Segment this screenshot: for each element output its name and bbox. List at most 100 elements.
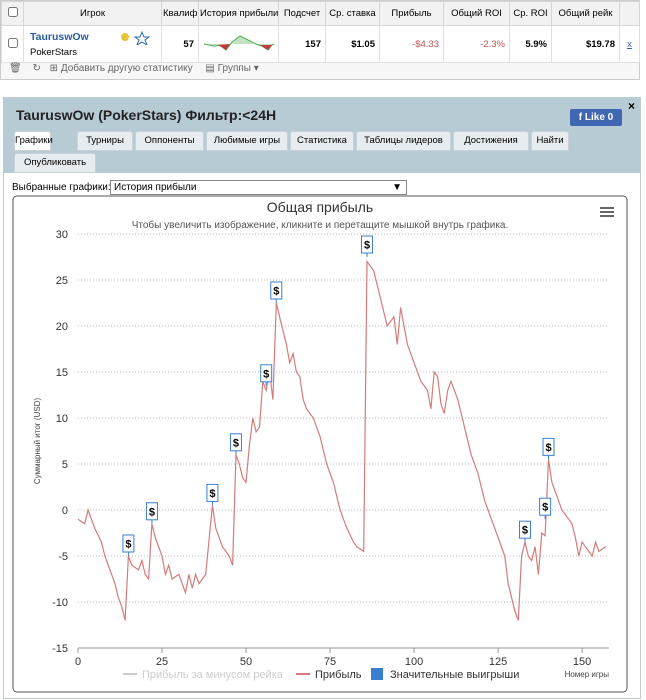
badges — [121, 31, 150, 45]
tab[interactable]: Оппоненты — [135, 131, 204, 151]
flag-box — [518, 520, 531, 539]
y-tick-label: -15 — [52, 643, 68, 655]
flag-box — [145, 502, 158, 521]
col-header[interactable]: Подсчет — [278, 1, 326, 26]
tab[interactable]: Достижения — [453, 131, 529, 151]
legend-item[interactable]: Прибыль за минусом рейка — [123, 669, 284, 681]
y-tick-label: 10 — [56, 413, 68, 425]
groups[interactable]: ▤ Группы ▾ — [205, 63, 259, 74]
x-tick-label: 50 — [240, 656, 252, 668]
tab[interactable]: Графики — [14, 131, 53, 151]
flag-label: $ — [233, 437, 239, 449]
col-header[interactable]: История прибыли — [198, 1, 279, 26]
flag-box — [206, 483, 219, 502]
flag: $ — [542, 437, 555, 460]
sparkline — [203, 34, 275, 51]
tab[interactable]: Турниры — [77, 131, 133, 151]
avg-roi: 5.9% — [509, 25, 552, 63]
flag-box — [270, 281, 283, 300]
chart-subtitle: Чтобы увеличить изображение, кликните и … — [132, 219, 509, 231]
tab[interactable]: Любимые игры — [206, 131, 288, 151]
flag: $ — [260, 364, 273, 386]
like-button[interactable]: f Like 0 — [570, 109, 622, 126]
like-count: 0 — [607, 112, 614, 123]
toolbar: 🗑 ↻ ⊞ Добавить другую статистику ▤ Групп… — [9, 63, 259, 74]
x-tick-label: 25 — [156, 656, 168, 668]
select-label: Выбранные графики: — [12, 182, 111, 193]
trash-icon[interactable]: 🗑 — [9, 63, 22, 74]
add-stat-text: Добавить другую статистику — [60, 63, 193, 74]
col-header[interactable]: Квалиф — [161, 1, 199, 26]
y-tick-label: 20 — [56, 321, 68, 333]
y-tick-label: 30 — [56, 229, 68, 241]
x-tick-label: 0 — [75, 656, 81, 668]
sparkline-cell — [198, 25, 279, 63]
legend-item[interactable]: Прибыль — [296, 669, 362, 681]
legend-label: Значительные выигрыши — [390, 669, 519, 681]
chart-title: Общая прибыль — [267, 199, 373, 215]
player-site: PokerStars — [30, 46, 77, 58]
y-tick-label: 5 — [62, 459, 68, 471]
tab[interactable]: Таблицы лидеров — [356, 131, 451, 151]
x-tick-label: 75 — [324, 656, 336, 668]
flag: $ — [270, 281, 283, 303]
x-tick-label: 100 — [405, 656, 423, 668]
flag-label: $ — [263, 368, 269, 380]
tab[interactable]: Статистика — [290, 131, 354, 151]
flag-box — [542, 437, 555, 456]
chart-frame — [12, 195, 628, 693]
x-tick-label: 150 — [573, 656, 591, 668]
col-header[interactable]: Ср. ROI — [509, 1, 552, 26]
flag: $ — [206, 483, 219, 506]
flag-label: $ — [542, 502, 548, 514]
flag: $ — [229, 433, 242, 455]
col-header[interactable]: Общий ROI — [443, 1, 510, 26]
select-all[interactable] — [1, 1, 24, 26]
y-tick-label: -10 — [52, 597, 68, 609]
remove-link[interactable]: x — [619, 25, 640, 63]
flag-box — [361, 235, 374, 254]
y-tick-label: 0 — [62, 505, 68, 517]
close[interactable]: × — [628, 99, 636, 113]
x-axis-label: Номер игры — [565, 670, 610, 679]
menu-icon[interactable] — [600, 207, 614, 217]
legend-symbol — [371, 668, 383, 680]
flag: $ — [518, 520, 531, 543]
stats-widget: Игрок Квалиф История прибыли Подсчет Ср.… — [0, 0, 640, 80]
col-header[interactable]: Игрок — [23, 1, 162, 26]
flag-label: $ — [149, 506, 155, 518]
flag: $ — [122, 534, 135, 556]
groups-text: Группы — [217, 63, 251, 74]
player-cell: TauruswOw PokerStars — [23, 25, 162, 63]
flag-box — [122, 534, 135, 553]
chart-select[interactable]: История прибыли ▼ — [110, 180, 407, 195]
col-header[interactable]: Прибыль — [379, 1, 444, 26]
player-name[interactable]: TauruswOw — [30, 30, 89, 43]
flag: $ — [361, 235, 374, 257]
col-header[interactable]: Ср. ставка — [325, 1, 380, 26]
flag: $ — [539, 497, 552, 520]
flag-label: $ — [545, 442, 551, 454]
refresh-icon[interactable]: ↻ — [32, 63, 41, 74]
y-tick-label: 15 — [56, 367, 68, 379]
x-tick-label: 125 — [489, 656, 507, 668]
flag-label: $ — [209, 488, 215, 500]
legend-label: Прибыль — [315, 669, 362, 681]
flag-label: $ — [273, 286, 279, 298]
tab[interactable]: Опубликовать — [14, 153, 96, 173]
flag-box — [229, 433, 242, 452]
avg-stake: $1.05 — [325, 25, 380, 63]
panel-title: TauruswOw (PokerStars) Фильтр:<24H — [16, 107, 277, 123]
flag-label: $ — [125, 539, 131, 551]
select-value: История прибыли — [114, 182, 197, 193]
add-stat[interactable]: ⊞ Добавить другую статистику — [49, 63, 193, 74]
profit-line — [77, 259, 606, 621]
legend-item[interactable]: Значительные выигрыши — [371, 668, 519, 681]
flag-label: $ — [364, 240, 370, 252]
flag-box — [260, 364, 273, 383]
legend-label: Прибыль за минусом рейка — [142, 669, 284, 681]
tab[interactable]: Найти — [531, 131, 569, 151]
